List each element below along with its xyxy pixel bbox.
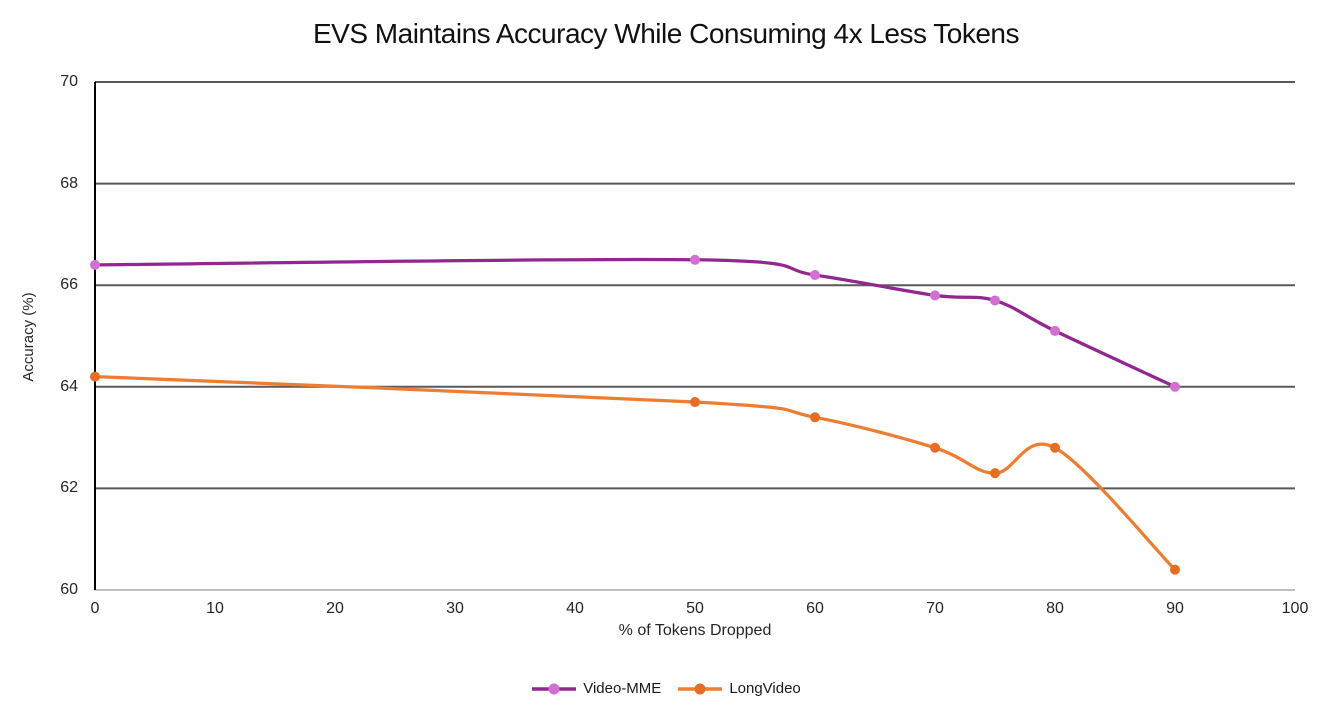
x-tick-label: 60 [806,600,824,617]
x-tick-label: 100 [1281,600,1309,617]
data-point-longvideo [90,371,100,382]
y-tick-label: 60 [60,581,78,598]
data-point-longvideo [810,412,820,423]
y-tick-label: 66 [60,276,78,294]
legend-item-video-mme: Video-MME [531,680,661,697]
x-tick-label: 0 [90,600,100,617]
series-line-video-mme [93,257,1177,389]
data-point-video-mme [990,295,1000,306]
legend-label-longvideo: LongVideo [729,680,801,697]
data-point-video-mme [810,270,820,281]
data-point-video-mme [690,254,700,265]
data-point-video-mme [930,290,940,301]
data-point-longvideo [1050,442,1060,453]
x-tick-label: 10 [206,600,224,617]
series-line-longvideo [93,374,1177,572]
data-point-longvideo [930,442,940,453]
x-tick-label: 30 [446,600,464,617]
legend-item-longvideo: LongVideo [677,680,801,697]
y-tick-label: 68 [60,174,78,192]
data-point-video-mme [90,259,100,270]
x-tick-label: 90 [1166,600,1184,617]
longvideo-line-swatch [678,683,723,694]
x-axis-title: % of Tokens Dropped [618,622,772,639]
legend-label-video-mme: Video-MME [583,680,662,697]
legend: Video-MME LongVideo [0,680,1332,697]
y-tick-label: 64 [60,377,78,395]
data-point-longvideo [990,468,1000,479]
x-tick-label: 20 [326,600,344,617]
x-tick-label: 50 [686,600,704,617]
data-point-video-mme [1170,381,1180,392]
video-mme-line-swatch [532,683,577,694]
data-point-longvideo [690,397,700,408]
chart-title: EVS Maintains Accuracy While Consuming 4… [313,18,1019,49]
x-tick-label: 40 [566,600,584,617]
y-tick-label: 70 [60,73,78,90]
x-tick-label: 70 [926,600,944,617]
y-tick-label: 62 [60,479,78,497]
data-point-longvideo [1170,564,1180,575]
x-tick-label: 80 [1046,600,1064,617]
data-point-video-mme [1050,325,1060,336]
